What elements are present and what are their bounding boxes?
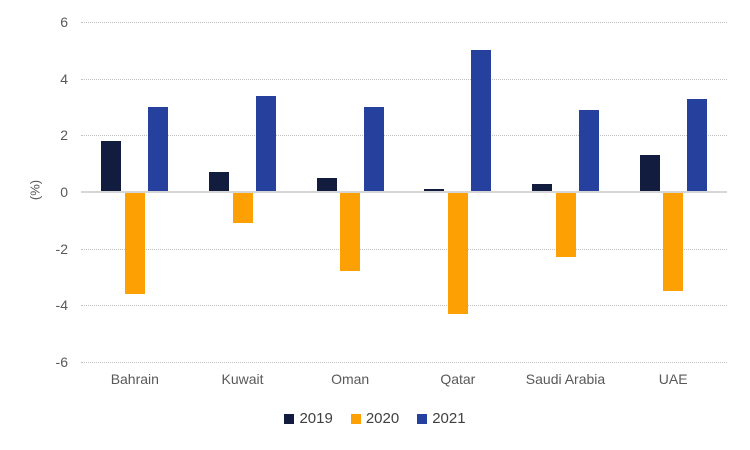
gridline <box>81 135 727 137</box>
gridline <box>81 362 727 363</box>
legend-swatch-2019 <box>284 413 295 424</box>
bar-uae-2020 <box>663 192 684 292</box>
bar-saudi-arabia-2020 <box>555 192 576 258</box>
bar-uae-2021 <box>686 98 707 192</box>
x-axis-label-uae: UAE <box>658 371 688 387</box>
bar-qatar-2019 <box>424 189 445 192</box>
gridline <box>81 248 727 250</box>
bar-kuwait-2021 <box>256 95 276 192</box>
x-axis-label-oman: Oman <box>331 371 370 387</box>
gridline <box>81 305 727 307</box>
y-tick-label: 6 <box>60 14 68 30</box>
bar-kuwait-2019 <box>209 172 229 192</box>
legend-label-2020: 2020 <box>365 410 400 427</box>
bar-kuwait-2020 <box>232 192 253 224</box>
legend-swatch-2020 <box>350 413 361 424</box>
plot-area <box>81 22 727 363</box>
bar-oman-2019 <box>316 177 337 192</box>
y-tick-label: 2 <box>60 127 68 144</box>
legend-label-2019: 2019 <box>299 410 333 427</box>
legend-item-2021: 2021 <box>417 410 466 427</box>
bar-qatar-2020 <box>447 192 468 314</box>
y-tick-label: 4 <box>60 70 68 87</box>
bar-oman-2021 <box>363 107 384 192</box>
legend-item-2020: 2020 <box>350 410 400 427</box>
legend-label-2021: 2021 <box>432 410 466 427</box>
x-axis-label-saudi-arabia: Saudi Arabia <box>525 371 606 387</box>
bar-bahrain-2019 <box>101 141 122 192</box>
y-tick-label: -6 <box>55 354 68 370</box>
bar-qatar-2021 <box>471 50 492 192</box>
x-axis-label-bahrain: Bahrain <box>110 371 159 387</box>
y-tick-label: 0 <box>60 184 68 200</box>
y-tick-label: -2 <box>55 240 68 257</box>
y-tick-label: -4 <box>55 297 68 314</box>
legend-item-2019: 2019 <box>284 410 333 427</box>
gridline <box>81 22 727 23</box>
legend-swatch-2021 <box>417 413 428 424</box>
gridline <box>81 78 727 80</box>
bar-bahrain-2021 <box>148 107 169 192</box>
bar-uae-2019 <box>639 155 660 192</box>
legend: 2019 2020 2021 <box>0 410 750 427</box>
bar-bahrain-2020 <box>124 192 145 294</box>
bar-saudi-arabia-2019 <box>532 183 552 192</box>
bar-saudi-arabia-2021 <box>579 109 599 192</box>
x-axis-label-kuwait: Kuwait <box>221 371 264 387</box>
bar-oman-2020 <box>340 192 361 272</box>
x-axis-label-qatar: Qatar <box>440 371 476 387</box>
x-axis-zero-line <box>81 191 727 193</box>
